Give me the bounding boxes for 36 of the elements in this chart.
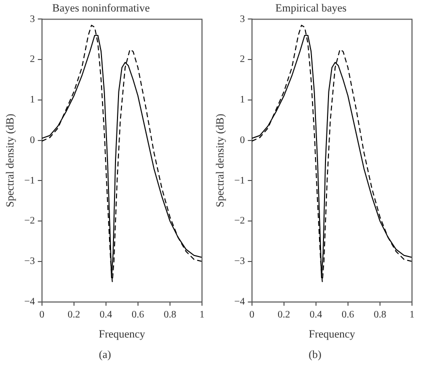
y-tick-label: 3: [30, 14, 35, 25]
x-tick-label: 1: [410, 309, 414, 320]
x-tick-label: 0: [249, 309, 254, 320]
y-tick-label: −4: [234, 296, 245, 308]
text: (b): [308, 348, 322, 363]
text: (a): [98, 348, 112, 363]
x-tick-label: 0.2: [278, 309, 290, 320]
y-axis-title: Spectral density (dB): [214, 113, 226, 208]
x-axis-title: Frequency: [308, 328, 356, 340]
x-tick-label: 0: [39, 309, 44, 320]
y-tick-label: 1: [240, 94, 245, 106]
y-tick-label: −3: [234, 256, 245, 268]
y-tick-label: 2: [240, 54, 245, 66]
y-tick-label: 1: [30, 94, 35, 106]
y-tick-label: −2: [234, 216, 245, 227]
y-tick-label: −1: [24, 175, 35, 186]
chart-title: Empirical bayes: [275, 2, 347, 14]
y-tick-label: 0: [240, 134, 245, 146]
y-tick-label: −3: [24, 256, 35, 268]
x-tick-label: 0.8: [164, 309, 176, 320]
y-tick-label: 0: [30, 134, 35, 146]
x-axis-title: Frequency: [98, 328, 146, 340]
x-tick-label: 0.4: [100, 309, 112, 320]
y-tick-label: −4: [24, 296, 35, 308]
chart-title: Bayes noninformative: [52, 2, 150, 14]
y-axis-title: Spectral density (dB): [4, 113, 16, 208]
x-tick-label: 0.6: [132, 309, 144, 320]
x-tick-label: 1: [200, 309, 204, 320]
y-tick-label: −1: [234, 175, 245, 186]
x-tick-label: 0.2: [68, 309, 80, 320]
x-tick-label: 0.4: [310, 309, 322, 320]
y-tick-label: 3: [240, 14, 245, 25]
y-tick-label: −2: [24, 216, 35, 227]
y-tick-label: 2: [30, 54, 35, 66]
x-tick-label: 0.6: [342, 309, 354, 320]
x-tick-label: 0.8: [374, 309, 386, 320]
